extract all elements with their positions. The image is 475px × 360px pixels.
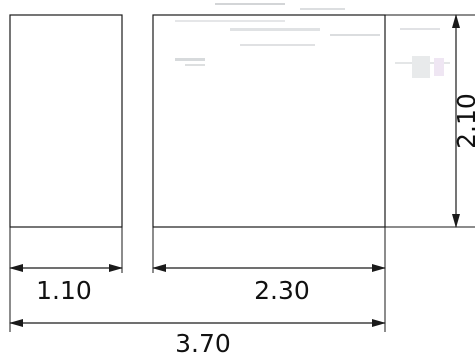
scan-artifacts (175, 3, 450, 78)
dimension-label-height: 2.10 (452, 93, 475, 149)
dimension-label-right: 2.30 (254, 276, 310, 305)
right-room (152, 14, 386, 228)
left-panel (9, 14, 123, 228)
dimension-label-left: 1.10 (36, 276, 92, 305)
dimension-label-total: 3.70 (175, 329, 231, 358)
